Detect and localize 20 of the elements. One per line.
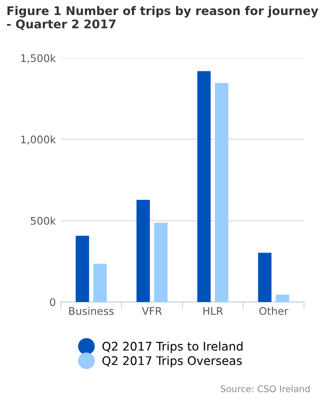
legend-label: Q2 2017 Trips to Ireland bbox=[102, 342, 242, 353]
y-tick-label: 0 bbox=[50, 298, 56, 306]
source-note: Source: CSO Ireland bbox=[220, 385, 310, 392]
bar bbox=[154, 222, 168, 302]
bar bbox=[214, 83, 228, 302]
legend-label: Q2 2017 Trips Overseas bbox=[102, 356, 242, 368]
bar bbox=[93, 264, 107, 302]
x-tick-label: VFR bbox=[142, 307, 162, 315]
x-tick-label: HLR bbox=[203, 307, 223, 315]
x-tick-label: Business bbox=[69, 306, 114, 315]
bar bbox=[76, 236, 90, 302]
bar bbox=[276, 294, 290, 302]
x-tick-label: Other bbox=[259, 306, 288, 315]
bar bbox=[258, 252, 272, 302]
y-tick-label: 1,500k bbox=[21, 54, 56, 64]
y-tick-label: 500k bbox=[30, 216, 56, 225]
bar bbox=[136, 200, 150, 302]
y-tick-label: 1,000k bbox=[21, 135, 56, 144]
bar bbox=[197, 71, 211, 302]
chart-title: Figure 1 Number of trips by reason for journey - Quarter 2 2017 bbox=[7, 6, 318, 30]
